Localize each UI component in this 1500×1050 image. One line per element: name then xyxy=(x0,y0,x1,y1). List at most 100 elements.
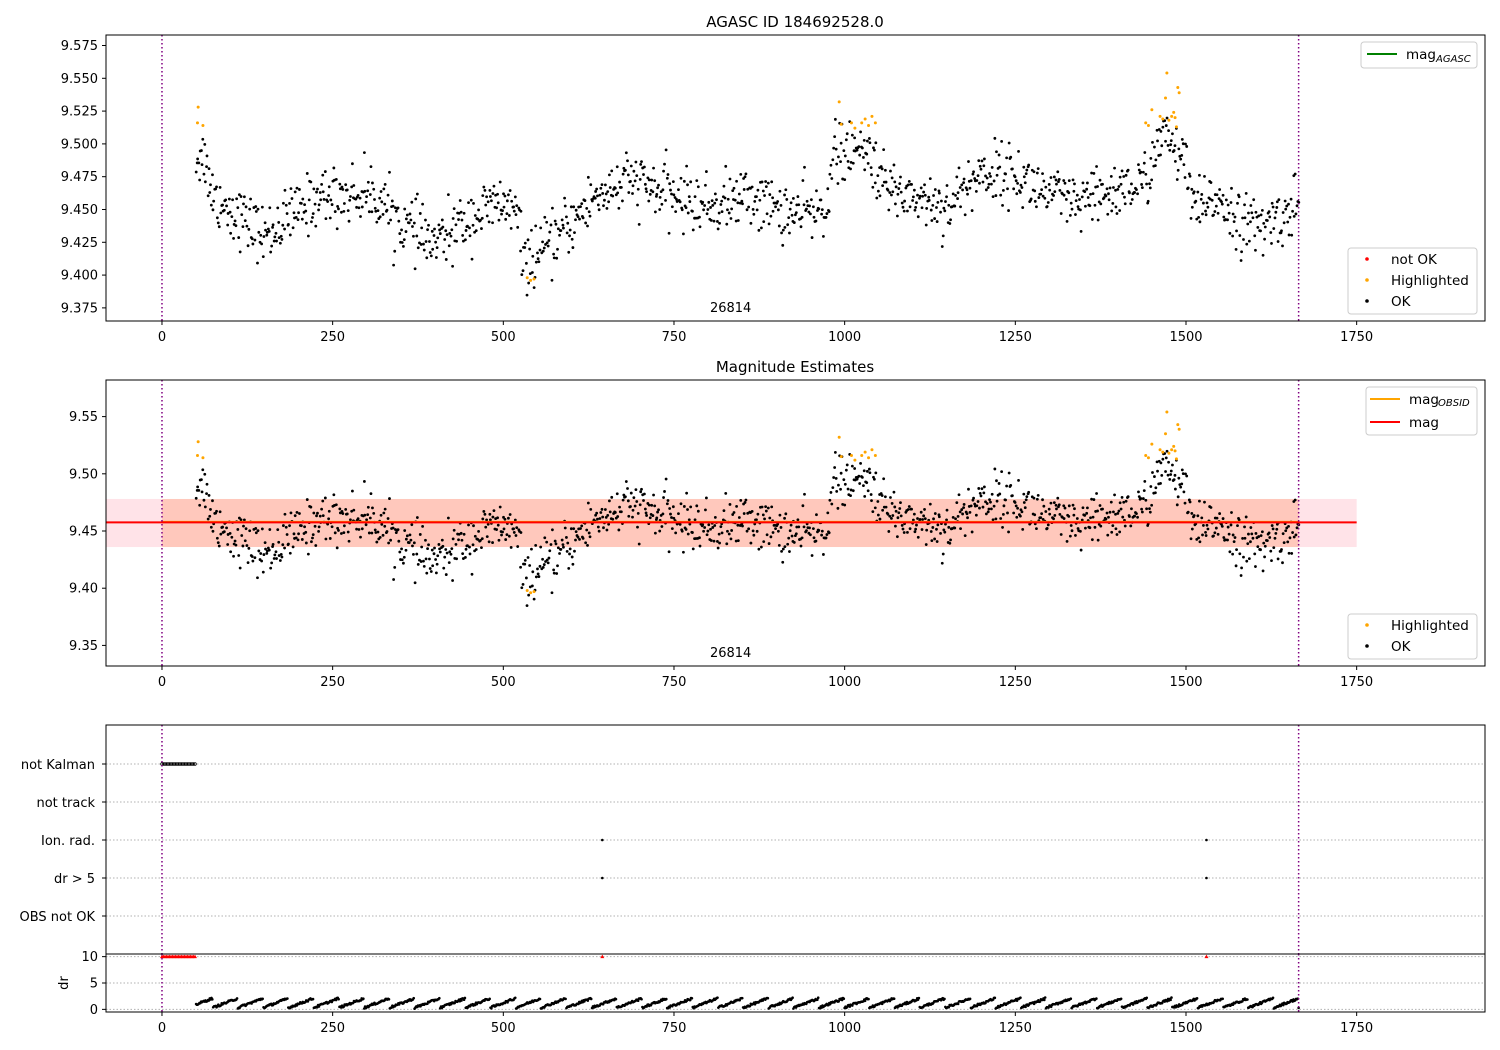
ok-point xyxy=(1072,189,1076,193)
x-tick-label: 0 xyxy=(158,675,166,690)
ok-point xyxy=(903,199,906,203)
ok-point xyxy=(472,202,475,205)
ok-point xyxy=(1142,161,1146,165)
ok-point xyxy=(404,537,408,541)
ok-point xyxy=(562,226,565,230)
ok-point xyxy=(200,490,204,494)
ok-point xyxy=(849,167,852,171)
ok-point xyxy=(269,250,273,254)
ok-point xyxy=(1262,221,1266,225)
ok-point xyxy=(507,516,510,520)
ok-point xyxy=(757,547,761,551)
ok-point xyxy=(919,186,923,190)
ok-point xyxy=(1081,506,1085,510)
ok-point xyxy=(741,202,744,206)
ok-point xyxy=(789,523,793,527)
ok-point xyxy=(853,467,857,470)
ok-point xyxy=(1233,215,1237,219)
ok-point xyxy=(593,196,597,200)
ok-point xyxy=(1160,144,1164,148)
ok-point xyxy=(984,174,987,178)
ok-point xyxy=(594,513,598,517)
ok-point xyxy=(322,197,326,201)
ok-point xyxy=(207,167,211,171)
ok-point xyxy=(505,212,509,216)
ok-point xyxy=(1053,190,1057,194)
ok-point xyxy=(1086,181,1089,185)
ok-point xyxy=(398,550,402,554)
ok-point xyxy=(845,463,849,467)
ok-point xyxy=(567,250,571,254)
ok-point xyxy=(935,527,938,531)
ok-point xyxy=(1117,509,1121,513)
ok-point xyxy=(786,223,790,227)
ok-point xyxy=(1273,536,1277,540)
ok-point xyxy=(559,229,563,232)
highlighted-point xyxy=(1150,442,1154,446)
dr-point xyxy=(1271,996,1275,1000)
x-tick-label: 250 xyxy=(320,675,345,690)
ok-point xyxy=(837,155,840,159)
ok-point xyxy=(400,558,404,562)
dr-point xyxy=(362,997,365,1001)
ok-point xyxy=(967,160,970,163)
ok-point xyxy=(1113,166,1116,170)
ok-point xyxy=(479,218,482,222)
ok-point xyxy=(523,558,527,562)
ok-point xyxy=(1169,139,1173,143)
x-tick-label: 1250 xyxy=(999,675,1032,690)
ok-point xyxy=(1090,218,1094,221)
ok-point xyxy=(444,573,448,576)
ok-point xyxy=(1254,565,1257,568)
ok-point xyxy=(687,518,691,522)
ok-point xyxy=(539,226,543,230)
ok-point xyxy=(584,541,588,545)
ok-point xyxy=(318,514,322,518)
ok-point xyxy=(385,208,389,212)
ok-point xyxy=(645,514,648,517)
ok-point xyxy=(747,527,751,531)
ok-point xyxy=(253,238,257,242)
ok-point xyxy=(602,526,605,530)
ok-point xyxy=(491,515,495,519)
ok-point xyxy=(706,529,710,533)
ok-point xyxy=(276,528,280,532)
ok-point xyxy=(647,199,651,203)
ok-point xyxy=(319,198,323,202)
ok-point xyxy=(394,531,398,534)
ok-point xyxy=(393,249,397,253)
ok-point xyxy=(242,195,246,199)
ok-point xyxy=(543,215,547,219)
ok-point xyxy=(551,206,554,210)
ok-point xyxy=(1096,538,1100,542)
ok-point xyxy=(618,180,621,184)
ok-point xyxy=(271,545,274,548)
ok-point xyxy=(215,216,219,220)
ok-point xyxy=(1214,526,1218,530)
ok-point xyxy=(1023,506,1027,510)
ok-point xyxy=(1262,541,1266,545)
ok-point xyxy=(1254,210,1258,214)
ok-point xyxy=(693,518,697,522)
ok-point xyxy=(796,195,800,198)
ok-point xyxy=(982,164,986,168)
ok-point xyxy=(802,525,806,529)
ok-point xyxy=(643,507,647,511)
ok-point xyxy=(415,192,419,196)
ok-point xyxy=(372,511,376,515)
ok-point xyxy=(787,536,791,540)
ok-point xyxy=(1295,526,1299,530)
ok-point xyxy=(462,211,466,215)
ok-point xyxy=(495,206,498,210)
ok-point xyxy=(1270,201,1274,205)
ok-point xyxy=(1025,168,1029,172)
ok-point xyxy=(355,527,358,531)
ok-point xyxy=(1114,188,1117,192)
ok-point xyxy=(534,260,538,264)
ok-point xyxy=(1179,485,1183,489)
dr-point xyxy=(1095,997,1098,1000)
y-tick-label: 9.50 xyxy=(69,467,98,482)
ok-point xyxy=(677,188,680,191)
ok-point xyxy=(312,511,316,515)
ok-point xyxy=(307,198,311,202)
